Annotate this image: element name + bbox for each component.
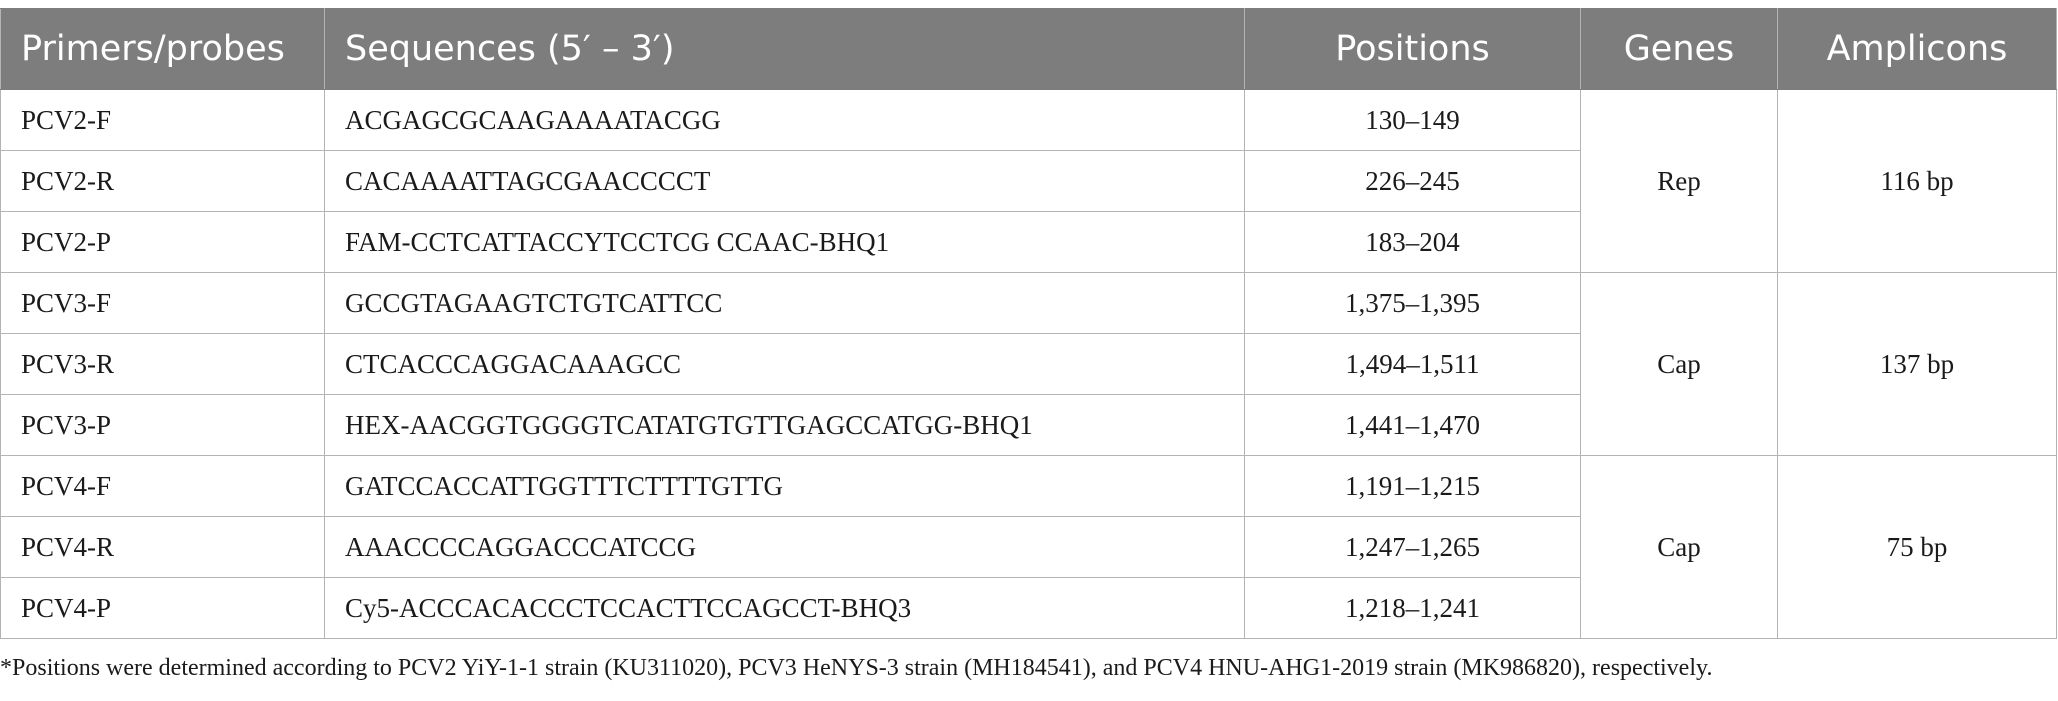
primer-name-cell: PCV2-R (0, 150, 325, 212)
table-row: PCV4-R AAACCCCAGGACCCATCCG 1,247–1,265 (0, 516, 2057, 578)
sequence-cell: GATCCACCATTGGTTTCTTTTGTTG (324, 455, 1245, 517)
amplicon-cell: 137 bp (1777, 272, 2057, 456)
header-positions: Positions (1244, 8, 1581, 90)
header-genes: Genes (1580, 8, 1778, 90)
amplicon-cell: 116 bp (1777, 89, 2057, 273)
table-row: PCV2-F ACGAGCGCAAGAAAATACGG 130–149 Rep … (0, 89, 2057, 273)
header-sequences: Sequences (5′ – 3′) (324, 8, 1245, 90)
primer-probe-table: Primers/probes Sequences (5′ – 3′) Posit… (0, 8, 2057, 639)
position-cell: 226–245 (1244, 150, 1581, 212)
primer-name-cell: PCV4-F (0, 455, 325, 517)
primer-name-cell: PCV4-P (0, 577, 325, 639)
table-row: PCV4-F GATCCACCATTGGTTTCTTTTGTTG 1,191–1… (0, 455, 2057, 639)
sequence-cell: ACGAGCGCAAGAAAATACGG (324, 89, 1245, 151)
sequence-cell: CTCACCCAGGACAAAGCC (324, 333, 1245, 395)
sequence-cell: AAACCCCAGGACCCATCCG (324, 516, 1245, 578)
primer-name-cell: PCV4-R (0, 516, 325, 578)
table-row: PCV3-F GCCGTAGAAGTCTGTCATTCC 1,375–1,395… (0, 272, 2057, 456)
sequence-cell: FAM-CCTCATTACCYTCCTCG CCAAC-BHQ1 (324, 211, 1245, 273)
table-footnote: *Positions were determined according to … (0, 655, 1713, 681)
primer-name-cell: PCV2-F (0, 89, 325, 151)
primer-name-cell: PCV3-P (0, 394, 325, 456)
table-header-row: Primers/probes Sequences (5′ – 3′) Posit… (0, 8, 2057, 90)
position-cell: 1,218–1,241 (1244, 577, 1581, 639)
sequence-cell: Cy5-ACCCACACCCTCCACTTCCAGCCT-BHQ3 (324, 577, 1245, 639)
sequence-cell: HEX-AACGGTGGGGTCATATGTGTTGAGCCATGG-BHQ1 (324, 394, 1245, 456)
position-cell: 183–204 (1244, 211, 1581, 273)
header-primers-probes: Primers/probes (0, 8, 325, 90)
table-row: PCV2-R CACAAAATTAGCGAACCCCT 226–245 (0, 150, 2057, 212)
sequence-cell: CACAAAATTAGCGAACCCCT (324, 150, 1245, 212)
position-cell: 1,247–1,265 (1244, 516, 1581, 578)
position-cell: 1,441–1,470 (1244, 394, 1581, 456)
gene-cell: Cap (1580, 455, 1778, 639)
table-row: PCV3-R CTCACCCAGGACAAAGCC 1,494–1,511 (0, 333, 2057, 395)
position-cell: 1,375–1,395 (1244, 272, 1581, 334)
sequence-cell: GCCGTAGAAGTCTGTCATTCC (324, 272, 1245, 334)
amplicon-cell: 75 bp (1777, 455, 2057, 639)
table-row: PCV3-P HEX-AACGGTGGGGTCATATGTGTTGAGCCATG… (0, 394, 2057, 456)
position-cell: 1,494–1,511 (1244, 333, 1581, 395)
position-cell: 130–149 (1244, 89, 1581, 151)
header-amplicons: Amplicons (1777, 8, 2057, 90)
table-row: PCV4-P Cy5-ACCCACACCCTCCACTTCCAGCCT-BHQ3… (0, 577, 2057, 639)
gene-cell: Cap (1580, 272, 1778, 456)
primer-name-cell: PCV3-F (0, 272, 325, 334)
primer-name-cell: PCV2-P (0, 211, 325, 273)
gene-cell: Rep (1580, 89, 1778, 273)
primer-name-cell: PCV3-R (0, 333, 325, 395)
position-cell: 1,191–1,215 (1244, 455, 1581, 517)
